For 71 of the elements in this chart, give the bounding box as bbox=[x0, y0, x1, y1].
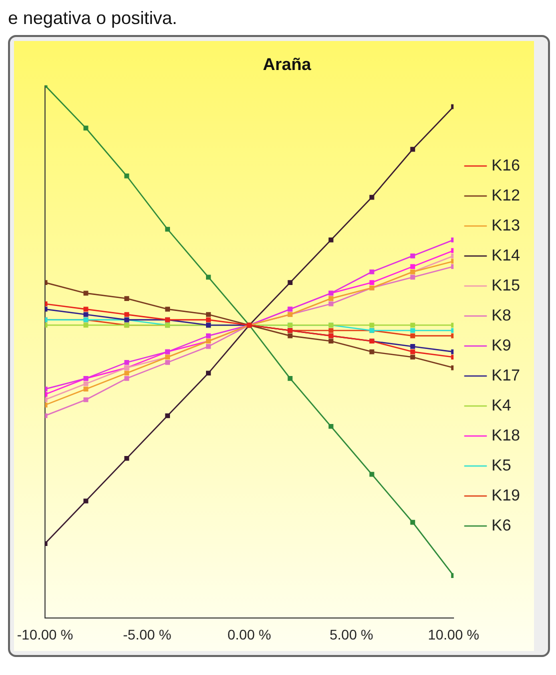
point bbox=[124, 296, 130, 301]
point bbox=[124, 370, 130, 376]
point bbox=[369, 472, 374, 477]
point bbox=[369, 280, 374, 285]
point bbox=[165, 413, 170, 418]
legend-label: K5 bbox=[492, 457, 512, 474]
point bbox=[165, 360, 170, 365]
point bbox=[410, 349, 416, 354]
point bbox=[410, 520, 416, 525]
point bbox=[206, 333, 211, 338]
legend-label: K13 bbox=[492, 217, 520, 234]
point bbox=[165, 226, 170, 232]
legend-label: K4 bbox=[492, 397, 512, 414]
point bbox=[83, 312, 88, 317]
point bbox=[206, 274, 211, 280]
point bbox=[410, 253, 416, 258]
point bbox=[410, 322, 416, 328]
point bbox=[410, 264, 416, 269]
point bbox=[369, 349, 374, 354]
point bbox=[83, 397, 88, 402]
x-tick-label: -10.00 % bbox=[16, 626, 74, 642]
point bbox=[83, 381, 88, 386]
legend-label: K6 bbox=[492, 517, 512, 534]
point bbox=[288, 280, 293, 285]
point bbox=[410, 344, 416, 349]
point bbox=[328, 301, 334, 306]
point bbox=[206, 312, 211, 317]
point bbox=[165, 306, 170, 312]
point bbox=[206, 344, 211, 349]
legend-label: K8 bbox=[492, 307, 512, 324]
x-tick-label: -5.00 % bbox=[123, 626, 172, 642]
point bbox=[124, 174, 130, 178]
legend-label: K19 bbox=[492, 487, 520, 504]
point bbox=[410, 146, 416, 152]
legend-label: K16 bbox=[492, 157, 520, 174]
point bbox=[83, 498, 88, 504]
point bbox=[288, 333, 293, 338]
point bbox=[369, 194, 374, 200]
point bbox=[83, 290, 88, 296]
point bbox=[369, 322, 374, 328]
point bbox=[328, 237, 334, 242]
point bbox=[410, 328, 416, 333]
point bbox=[410, 333, 416, 338]
point bbox=[124, 312, 130, 317]
x-tick-label: 5.00 % bbox=[330, 626, 374, 642]
point bbox=[206, 317, 211, 322]
point bbox=[83, 386, 88, 392]
legend-label: K9 bbox=[492, 337, 512, 354]
text: e negativa o positiva. bbox=[8, 8, 178, 29]
legend-label: K12 bbox=[492, 187, 520, 204]
chart-title: Araña bbox=[262, 54, 312, 74]
point bbox=[124, 376, 130, 381]
point bbox=[206, 370, 211, 376]
point bbox=[288, 376, 293, 381]
point bbox=[83, 126, 88, 130]
legend-label: K15 bbox=[492, 277, 520, 294]
x-tick-label: 0.00 % bbox=[227, 626, 272, 642]
point bbox=[410, 274, 416, 280]
legend-label: K18 bbox=[492, 427, 520, 444]
point bbox=[124, 456, 130, 461]
point bbox=[410, 354, 416, 360]
point bbox=[328, 424, 334, 429]
legend-label: K17 bbox=[492, 367, 520, 384]
point bbox=[369, 269, 374, 274]
point bbox=[83, 306, 88, 312]
legend-label: K14 bbox=[492, 247, 520, 264]
x-tick-label: 10.00 % bbox=[428, 626, 480, 642]
point bbox=[328, 338, 334, 344]
point bbox=[83, 322, 88, 328]
point bbox=[328, 328, 334, 333]
point bbox=[124, 360, 130, 365]
